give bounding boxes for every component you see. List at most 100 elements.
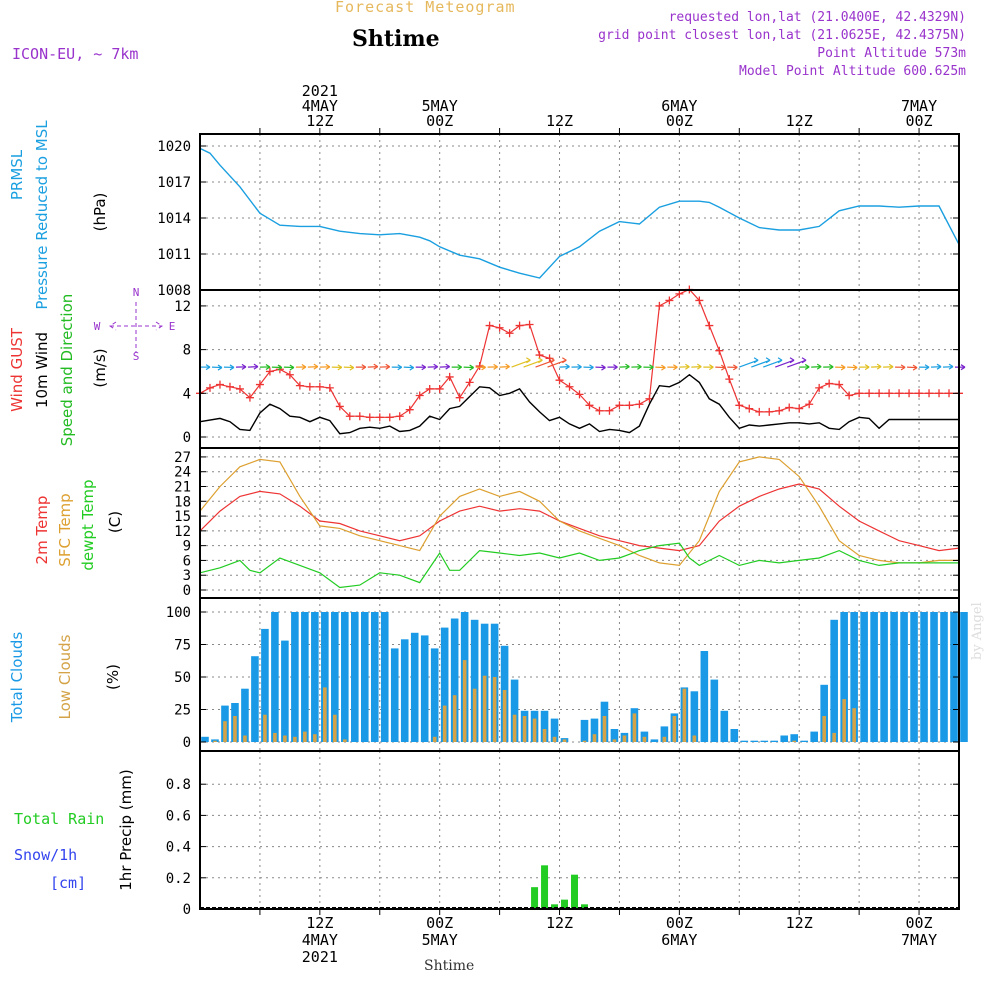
dewpoint-label: dewpt Temp <box>79 479 97 570</box>
ytick-label: 12 <box>174 524 191 540</box>
gust-marker <box>805 400 814 409</box>
wind-direction-arrowhead <box>685 363 690 370</box>
wind-direction-arrowhead <box>313 363 319 370</box>
wind-direction-arrowhead <box>732 364 738 371</box>
wind-direction-arrowhead <box>900 364 906 371</box>
total-cloud-bar <box>430 648 439 742</box>
total-cloud-bar <box>470 619 479 742</box>
low-cloud-bar <box>313 734 317 742</box>
wind-direction-arrowhead <box>804 363 810 370</box>
gust-marker <box>925 389 934 398</box>
gust-marker <box>335 402 344 411</box>
total-cloud-bar <box>940 612 948 742</box>
time-label-top: 2021 <box>302 82 338 100</box>
gust-marker <box>615 401 624 410</box>
ytick-label: 75 <box>174 638 191 654</box>
gust-marker <box>845 391 854 400</box>
gust-marker <box>405 405 414 414</box>
time-label-top: 00Z <box>666 112 693 130</box>
time-label-top: 12Z <box>306 112 333 130</box>
low-cloud-bar <box>512 714 517 742</box>
prmsl-label: PRMSL <box>8 149 26 200</box>
gust-marker <box>465 378 474 387</box>
gust-marker <box>235 384 244 393</box>
low-cloud-bar <box>213 740 217 742</box>
ytick-label: 1008 <box>157 283 191 299</box>
low-cloud-bar <box>432 736 437 742</box>
gust-marker <box>815 383 824 392</box>
wind-direction-arrowhead <box>673 364 678 371</box>
gust-label: Wind GUST <box>8 327 26 412</box>
total-cloud-bar <box>590 718 599 742</box>
wind-speed-line <box>199 373 959 435</box>
total-cloud-bar <box>810 731 818 742</box>
total-cloud-bar <box>400 639 409 742</box>
total-cloud-bar <box>390 648 399 742</box>
low-cloud-bar <box>662 736 667 742</box>
low-cloud-bar <box>642 736 647 742</box>
total-cloud-bar <box>380 612 389 742</box>
wind-direction-arrowhead <box>469 364 474 371</box>
wind-label: 10m Wind <box>33 332 51 408</box>
temp-2m-line <box>199 483 960 552</box>
wind-direction-arrowhead <box>948 363 954 370</box>
rain-bar <box>571 874 579 909</box>
time-label-bottom: 5MAY <box>422 931 458 949</box>
gust-marker <box>755 407 764 416</box>
wind-direction-arrowhead <box>445 363 450 370</box>
total-cloud-bar <box>610 729 619 742</box>
ytick-label: 8 <box>183 343 191 359</box>
ytick-label: 3 <box>183 568 191 584</box>
ytick-label: 1020 <box>157 139 191 155</box>
wind-direction-arrow <box>739 359 759 368</box>
rain-label: Total Rain <box>14 810 104 828</box>
low-cloud-bar <box>502 690 507 742</box>
wind-direction-arrowhead <box>828 363 834 370</box>
gust-marker <box>895 389 904 398</box>
wind-direction-arrow <box>511 359 531 368</box>
wind-direction-arrowhead <box>505 363 510 370</box>
time-label-top: 12Z <box>786 112 813 130</box>
low-cloud-bar <box>492 677 497 742</box>
gust-marker <box>905 389 914 398</box>
gust-marker <box>745 404 754 413</box>
total-cloud-bar <box>850 612 858 742</box>
total-cloud-bar <box>420 635 429 742</box>
wind-direction-arrowhead <box>613 364 618 371</box>
wind-direction-arrowhead <box>301 363 307 371</box>
gust-marker <box>695 296 704 305</box>
wind-direction-arrow <box>763 359 783 368</box>
wind-direction-arrowhead <box>888 363 894 370</box>
temp-unit: (C) <box>106 511 124 533</box>
low-cloud-bar <box>323 687 327 742</box>
low-cloud-bar <box>223 721 227 742</box>
ytick-label: 9 <box>183 539 191 555</box>
wind-direction-arrowhead <box>493 363 498 370</box>
total-cloud-bar <box>820 684 828 742</box>
gust-marker <box>655 301 664 310</box>
total-cloud-bar <box>760 740 769 742</box>
total-cloud-bar <box>910 612 918 742</box>
gridpoint-coords: grid point closest lon,lat (21.0625E, 42… <box>598 28 966 43</box>
gust-marker <box>355 412 364 421</box>
gust-marker <box>445 372 454 381</box>
wind-direction-arrowhead <box>777 357 783 364</box>
total-cloud-bar <box>281 640 289 742</box>
total-cloud-bar <box>440 627 449 742</box>
time-label-top: 00Z <box>906 112 933 130</box>
requested-coords: requested lon,lat (21.0400E, 42.4329N) <box>668 10 966 25</box>
wind-direction-arrow <box>547 359 567 368</box>
ytick-label: 6 <box>183 553 191 569</box>
total-cloud-bar <box>900 612 908 742</box>
temp-sfc-label: SFC Temp <box>56 493 74 566</box>
wind-direction-arrowhead <box>709 364 714 371</box>
chart-title: Forecast Meteogram <box>335 0 516 16</box>
wind-direction-arrowhead <box>361 364 367 371</box>
rain-bar <box>561 899 569 909</box>
low-cloud-bar <box>592 734 597 742</box>
model-label: ICON-EU, ~ 7km <box>12 45 139 63</box>
time-label-bottom: 12Z <box>306 914 333 932</box>
gust-marker <box>855 389 864 398</box>
ytick-label: 100 <box>166 605 191 621</box>
gust-marker <box>915 389 924 398</box>
